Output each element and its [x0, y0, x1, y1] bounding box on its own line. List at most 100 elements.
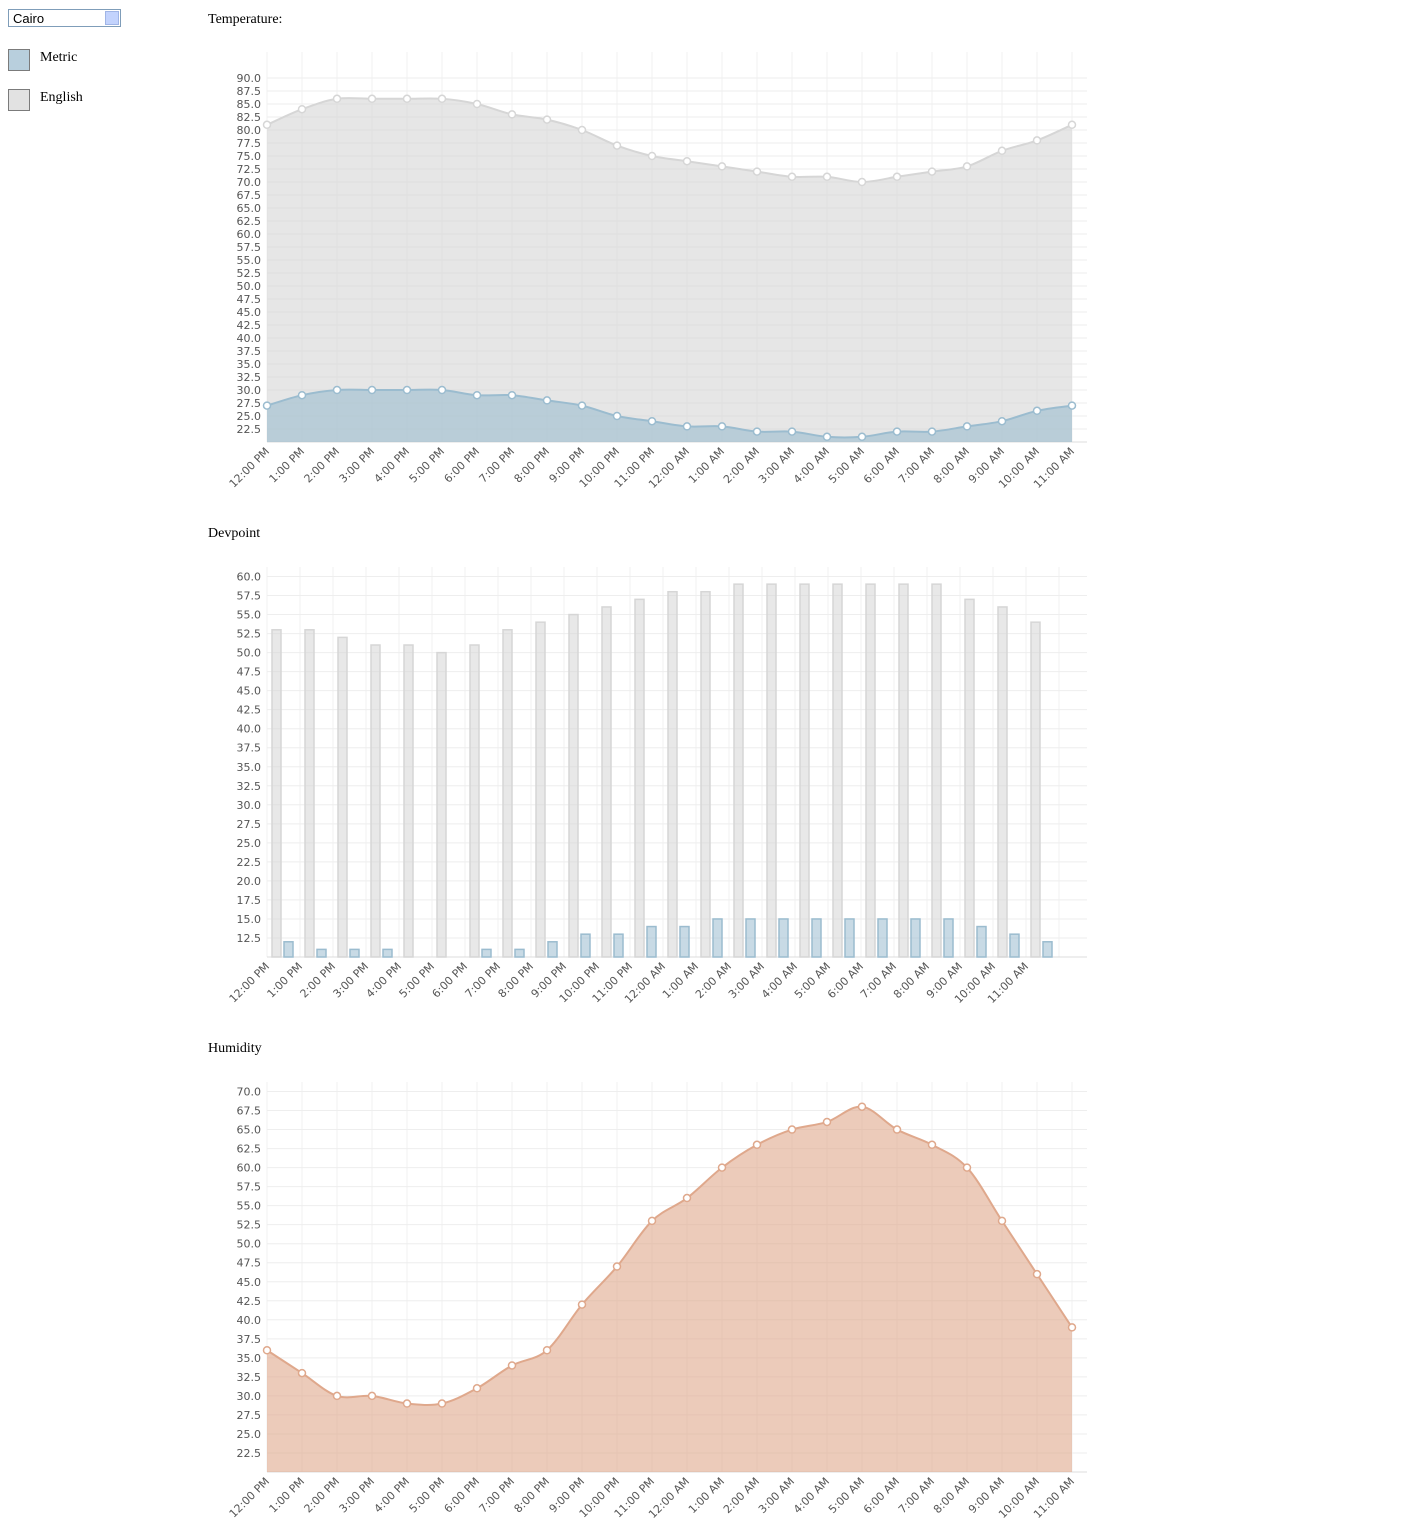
- y-tick-label: 65.0: [237, 1124, 262, 1137]
- point: [472, 390, 482, 400]
- x-tick-label: 4:00 PM: [372, 1475, 413, 1516]
- point: [262, 401, 272, 410]
- x-tick-label: 3:00 PM: [337, 1475, 378, 1516]
- y-tick-label: 20.0: [237, 875, 262, 888]
- y-tick-label: 32.5: [237, 780, 262, 793]
- y-tick-label: 27.5: [237, 818, 262, 831]
- x-tick-label: 12:00 PM: [227, 1475, 272, 1520]
- legend-swatch: [8, 89, 30, 111]
- x-tick-label: 12:00 PM: [227, 445, 272, 490]
- y-tick-label: 45.0: [237, 685, 262, 698]
- bar: [898, 583, 909, 958]
- bar: [1009, 933, 1020, 958]
- bar: [283, 941, 294, 958]
- y-tick-label: 72.5: [237, 163, 262, 176]
- point: [647, 1216, 657, 1226]
- bar: [370, 644, 381, 958]
- area-fill: [267, 1106, 1072, 1472]
- x-tick-label: 1:00 PM: [267, 445, 308, 486]
- y-tick-label: 57.5: [237, 1181, 262, 1194]
- point: [997, 1216, 1007, 1226]
- point: [367, 1391, 377, 1401]
- bar: [481, 948, 492, 958]
- point: [962, 162, 972, 171]
- y-tick-label: 70.0: [237, 1086, 262, 1099]
- point: [682, 1193, 692, 1203]
- point: [787, 1125, 797, 1134]
- point: [822, 172, 832, 182]
- y-tick-label: 37.5: [237, 742, 262, 755]
- y-tick-label: 30.0: [237, 799, 262, 812]
- point: [437, 1399, 447, 1408]
- y-tick-label: 50.0: [237, 280, 262, 293]
- y-tick-label: 17.5: [237, 894, 262, 907]
- bar: [976, 925, 987, 958]
- y-tick-label: 30.0: [237, 384, 262, 397]
- point: [1032, 1269, 1042, 1279]
- point: [402, 94, 412, 104]
- area-fill: [267, 389, 1072, 442]
- city-value: Cairo: [13, 11, 45, 26]
- point: [472, 99, 482, 109]
- x-tick-label: 7:00 PM: [463, 960, 504, 1001]
- y-tick-label: 15.0: [237, 913, 262, 926]
- point: [332, 385, 342, 395]
- x-tick-label: 7:00 AM: [896, 1475, 937, 1516]
- point: [332, 1391, 342, 1401]
- point: [962, 422, 972, 431]
- point: [997, 146, 1007, 156]
- bar: [1030, 621, 1041, 958]
- bar: [844, 918, 855, 958]
- bar: [964, 598, 975, 958]
- y-tick-label: 75.0: [237, 150, 262, 163]
- point: [507, 1361, 517, 1370]
- bar: [712, 918, 723, 958]
- point: [577, 125, 587, 135]
- x-tick-label: 4:00 PM: [372, 445, 413, 486]
- y-tick-label: 22.5: [237, 423, 262, 436]
- y-tick-label: 30.0: [237, 1390, 262, 1403]
- point: [857, 1102, 867, 1111]
- point: [507, 110, 517, 119]
- x-tick-label: 4:00 PM: [364, 960, 405, 1001]
- y-tick-label: 45.0: [237, 1276, 262, 1289]
- x-tick-label: 5:00 PM: [397, 960, 438, 1001]
- bar: [502, 629, 513, 958]
- point: [787, 172, 797, 182]
- x-tick-label: 4:00 AM: [791, 1475, 832, 1516]
- bar: [865, 583, 876, 958]
- point: [857, 432, 867, 442]
- x-tick-label: 3:00 PM: [337, 445, 378, 486]
- x-tick-label: 1:00 PM: [267, 1475, 308, 1516]
- x-tick-label: 8:00 PM: [512, 1475, 553, 1516]
- y-tick-label: 67.5: [237, 189, 262, 202]
- y-tick-label: 52.5: [237, 628, 262, 641]
- bar: [349, 948, 360, 958]
- y-tick-label: 52.5: [237, 267, 262, 280]
- x-tick-label: 7:00 PM: [477, 1475, 518, 1516]
- city-select[interactable]: Cairo: [8, 9, 121, 27]
- legend-label: English: [40, 90, 83, 105]
- x-tick-label: 2:00 AM: [721, 1475, 762, 1516]
- y-tick-label: 37.5: [237, 345, 262, 358]
- bar: [304, 629, 315, 958]
- y-tick-label: 90.0: [237, 72, 262, 85]
- y-tick-label: 60.0: [237, 228, 262, 241]
- point: [262, 1345, 272, 1355]
- y-tick-label: 47.5: [237, 293, 262, 306]
- chart-title: Temperature:: [208, 12, 282, 27]
- x-tick-label: 5:00 AM: [826, 1475, 867, 1516]
- x-tick-label: 3:00 PM: [331, 960, 372, 1001]
- x-tick-label: 2:00 PM: [302, 1475, 343, 1516]
- y-tick-label: 32.5: [237, 371, 262, 384]
- bar: [547, 941, 558, 958]
- point: [542, 115, 552, 124]
- bar: [568, 613, 579, 958]
- y-tick-label: 62.5: [237, 1143, 262, 1156]
- bar: [700, 590, 711, 958]
- bar: [535, 621, 546, 958]
- y-tick-label: 35.0: [237, 761, 262, 774]
- y-tick-label: 32.5: [237, 1371, 262, 1384]
